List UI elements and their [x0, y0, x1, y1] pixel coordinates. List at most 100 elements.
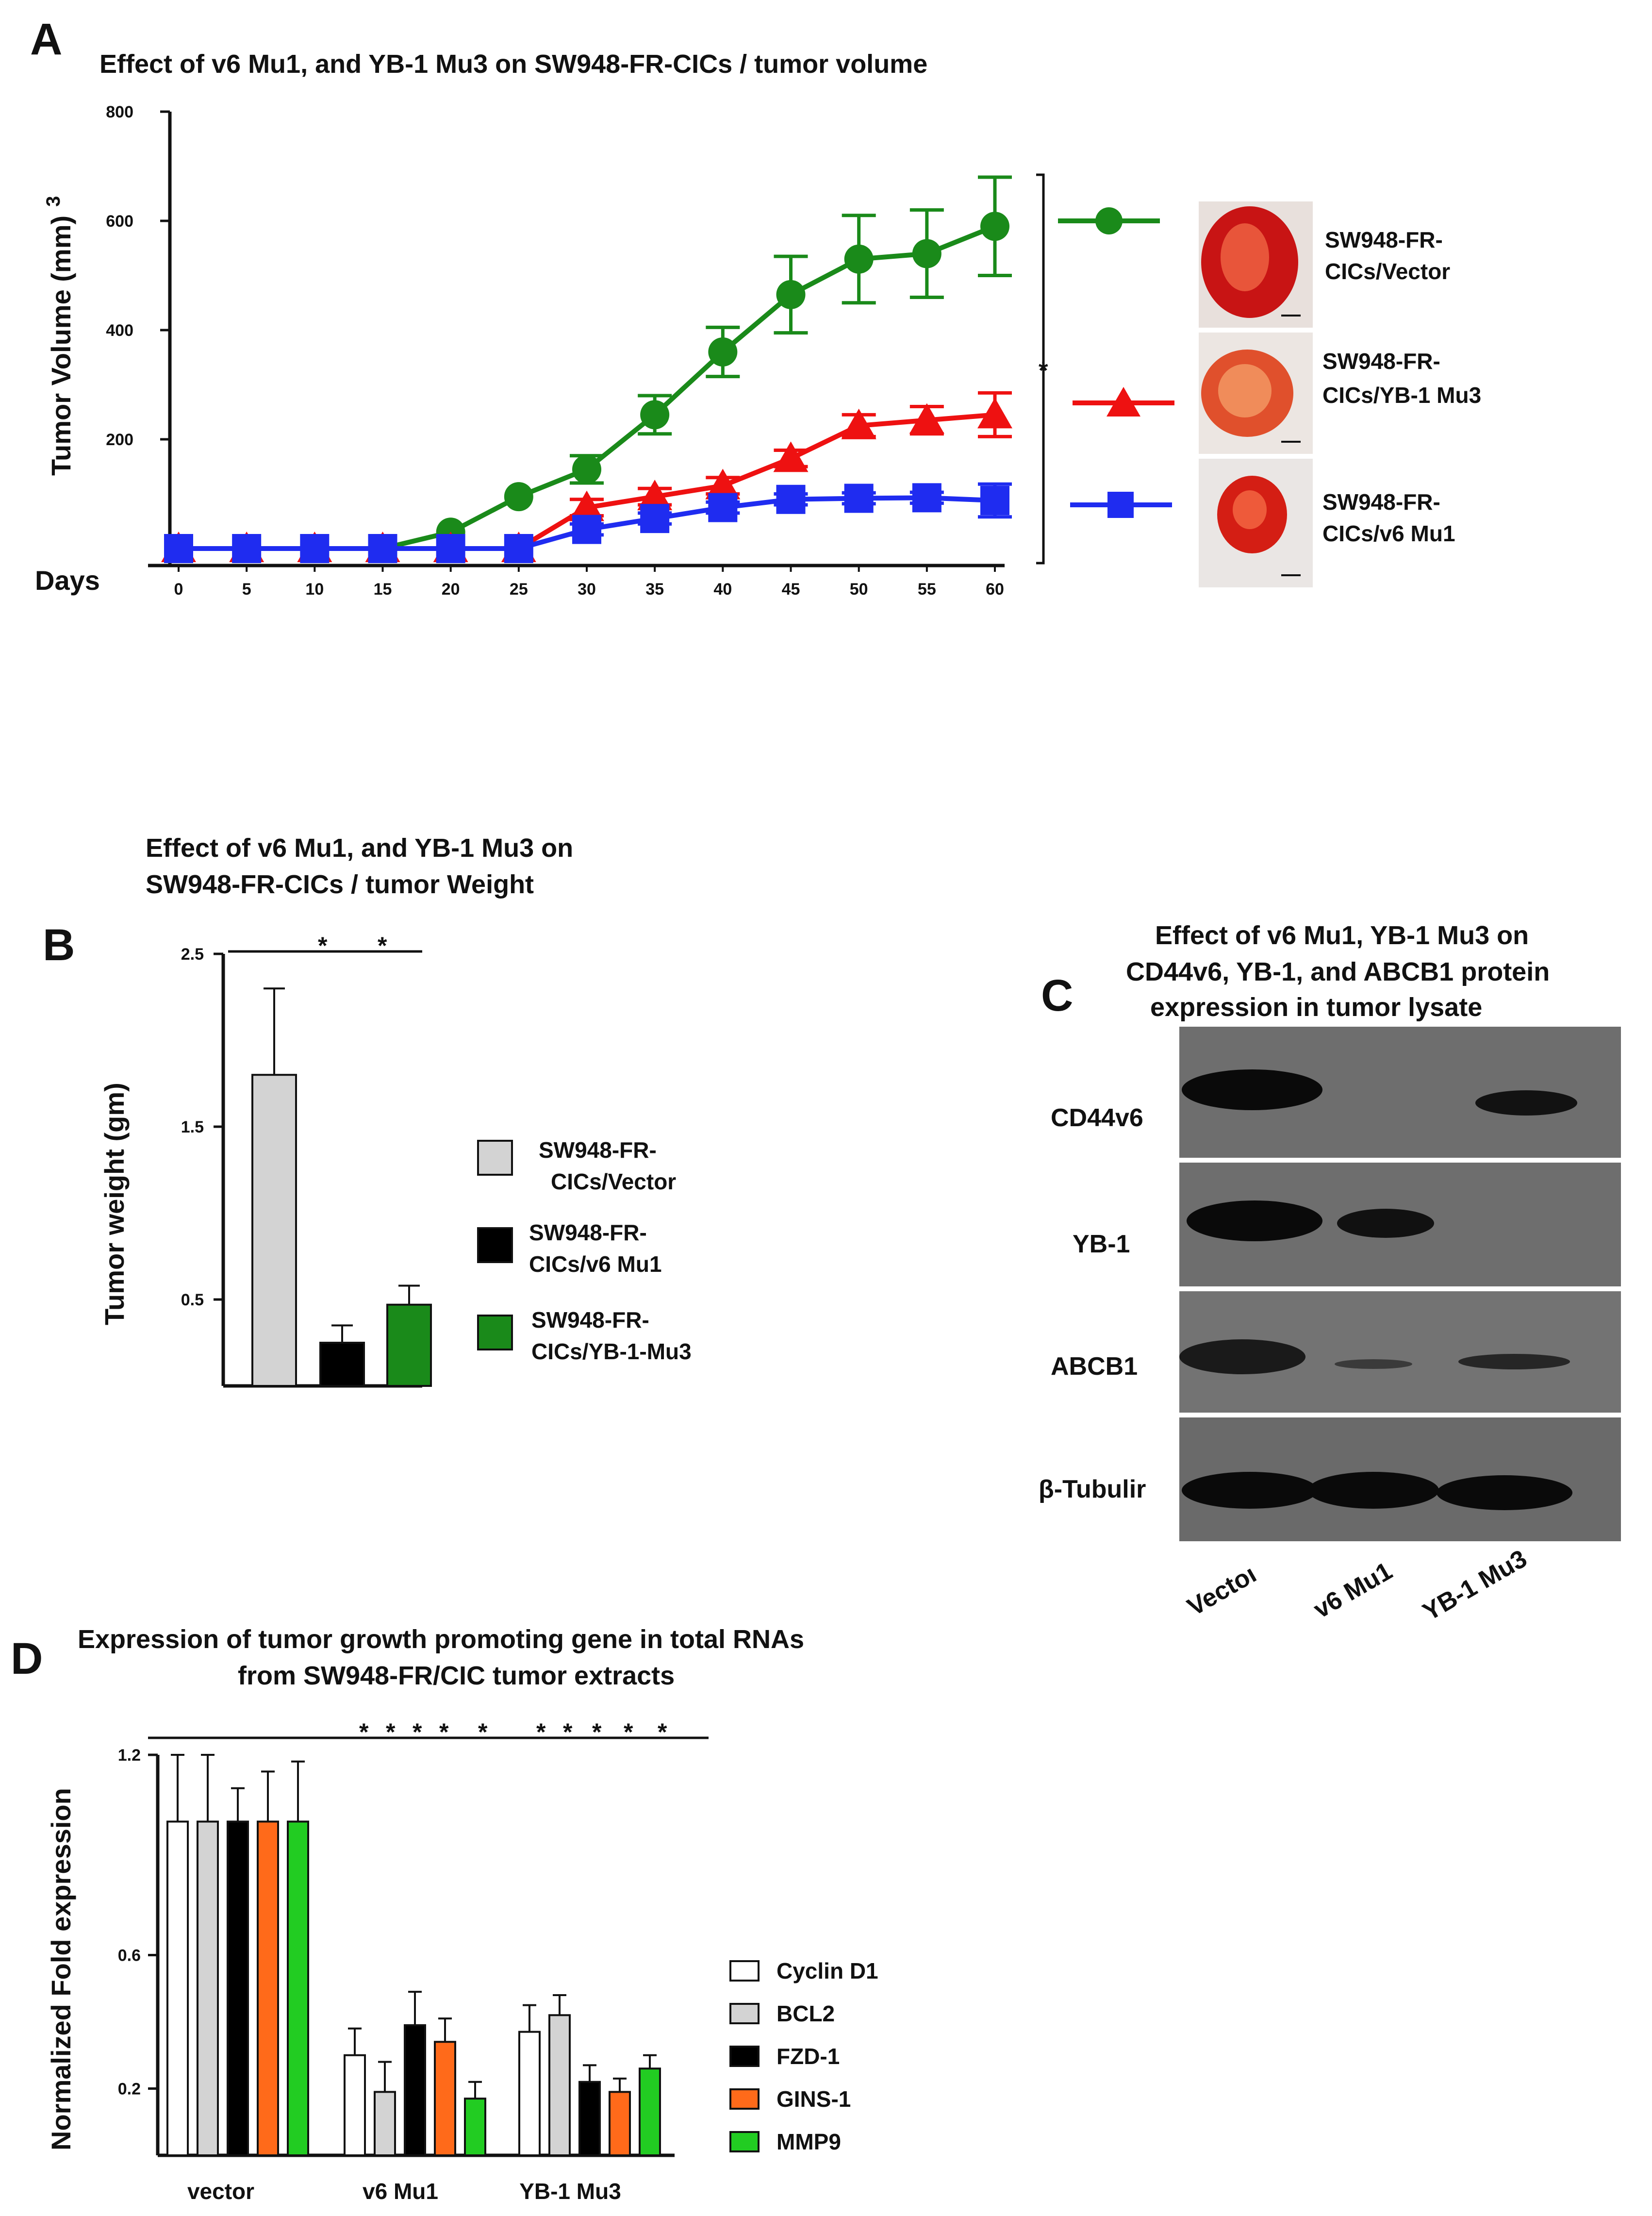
panel-d-letter: D	[11, 1634, 43, 1683]
legend-v6-marker	[1107, 492, 1134, 518]
legend-d-swatch	[729, 2131, 760, 2152]
blot-label-cd44v6: CD44v6	[1051, 1104, 1143, 1132]
panel-c-letter: C	[1041, 971, 1073, 1020]
panel-b-title-line2: SW948-FR-CICs / tumor Weight	[146, 870, 534, 899]
panel-a-xtick: 25	[510, 580, 528, 599]
bar	[609, 2091, 631, 2156]
panel-a-ytick: 800	[106, 103, 133, 121]
data-point	[300, 534, 330, 563]
blot-beta-tubulin	[1179, 1417, 1621, 1541]
panel-d-category-label: vector	[187, 2179, 254, 2204]
panel-a-xtick: 60	[986, 580, 1004, 599]
panel-d-title-line1: Expression of tumor growth promoting gen…	[78, 1625, 804, 1654]
panel-b: Effect of v6 Mu1, and YB-1 Mu3 on SW948-…	[43, 833, 692, 1388]
data-point	[912, 239, 942, 268]
data-point	[773, 441, 809, 472]
panel-c-title-line1: Effect of v6 Mu1, YB-1 Mu3 on	[1155, 921, 1529, 950]
bar	[319, 1342, 365, 1387]
bar	[464, 2098, 486, 2156]
panel-a-ticks: 0 5 10 15 20 25 30 35 40 45 50 55 60 200 400 600 800	[106, 103, 1004, 599]
panel-d-star: *	[592, 1718, 602, 1746]
legend-vector-marker	[1095, 207, 1123, 234]
data-point	[164, 534, 193, 563]
panel-d-categories: vector v6 Mu1 YB-1 Mu3	[187, 2179, 621, 2204]
panel-a-title: Effect of v6 Mu1, and YB-1 Mu3 on SW948-…	[99, 50, 927, 79]
data-point	[504, 534, 533, 563]
panel-a-series	[161, 175, 1012, 563]
legend-d-swatch	[729, 2003, 760, 2024]
tumor-photo-vector	[1199, 201, 1313, 328]
panel-d-ticks: 0.2 0.6 1.2	[118, 1746, 158, 2099]
bar	[257, 1820, 279, 2156]
panel-d-ytick: 0.6	[118, 1947, 141, 1965]
panel-a-xtick: 45	[782, 580, 800, 599]
bar	[166, 1820, 189, 2156]
panel-d-star: *	[359, 1718, 369, 1746]
bar	[518, 2031, 541, 2156]
data-point	[637, 480, 673, 511]
lane-label-v6: v6 Mu1	[1309, 1557, 1397, 1624]
panel-b-title-line1: Effect of v6 Mu1, and YB-1 Mu3 on	[146, 833, 573, 863]
panel-b-ytick: 0.5	[181, 1291, 204, 1309]
panel-b-bars	[251, 987, 432, 1387]
legend-b-vector-swatch	[477, 1140, 513, 1176]
panel-d-star: *	[386, 1718, 396, 1746]
blot-label-beta-tubulin: β-Tubulir	[1039, 1475, 1146, 1503]
panel-d-star: *	[413, 1718, 422, 1746]
blot-yb1	[1179, 1163, 1621, 1286]
legend-vector-line2: CICs/Vector	[1325, 259, 1450, 284]
panel-a-xtick: 55	[918, 580, 936, 599]
panel-d-category-label: YB-1 Mu3	[519, 2179, 621, 2204]
panel-c-title-line3: expression in tumor lysate	[1150, 993, 1482, 1022]
panel-a-xtick: 30	[578, 580, 596, 599]
legend-d-label: MMP9	[776, 2129, 841, 2154]
panel-d-legend: Cyclin D1 BCL2 FZD-1 GINS-1 MMP9	[729, 1958, 878, 2154]
data-point	[232, 534, 262, 563]
panel-c-title-line2: CD44v6, YB-1, and ABCB1 protein	[1126, 957, 1550, 986]
panel-a-xlabel: Days	[35, 565, 100, 596]
panel-d-ylabel: Normalized Fold expression	[46, 1788, 76, 2150]
data-point	[980, 212, 1009, 241]
data-point	[504, 482, 533, 512]
panel-b-ylabel: Tumor weight (gm)	[99, 1083, 130, 1325]
bar	[434, 2041, 456, 2156]
panel-d-star: *	[536, 1718, 546, 1746]
panel-a-xtick: 0	[174, 580, 183, 599]
bar	[197, 1820, 219, 2156]
data-point	[640, 400, 670, 430]
tumor-photo-v6	[1199, 459, 1313, 587]
legend-b-v6-line2: CICs/v6 Mu1	[529, 1251, 662, 1277]
legend-v6-line1: SW948-FR-	[1322, 489, 1440, 515]
legend-d-label: FZD-1	[776, 2044, 840, 2069]
bar	[287, 1820, 309, 2156]
panel-a-xtick: 15	[374, 580, 392, 599]
data-point	[572, 454, 601, 484]
panel-a-xtick: 20	[442, 580, 460, 599]
panel-d-star: *	[563, 1718, 573, 1746]
panel-b-ticks: 0.5 1.5 2.5	[181, 945, 223, 1309]
data-point	[708, 337, 738, 367]
legend-yb1-line1: SW948-FR-	[1322, 349, 1440, 374]
panel-a-ytick: 400	[106, 321, 133, 340]
panel-d: Expression of tumor growth promoting gen…	[11, 1625, 878, 2204]
legend-d-label: GINS-1	[776, 2086, 851, 2112]
data-point	[708, 493, 738, 522]
data-point	[705, 468, 741, 500]
data-point	[436, 534, 465, 563]
blot-label-yb1: YB-1	[1073, 1230, 1130, 1258]
bar	[639, 2067, 661, 2156]
panel-d-ytick: 1.2	[118, 1746, 141, 1765]
legend-d-swatch	[729, 2088, 760, 2110]
panel-d-star: *	[658, 1718, 667, 1746]
legend-b-yb1-line1: SW948-FR-	[531, 1307, 649, 1333]
panel-d-star: *	[439, 1718, 449, 1746]
bar	[251, 1074, 297, 1387]
legend-b-v6-swatch	[477, 1227, 513, 1263]
data-point	[912, 483, 942, 513]
data-point	[977, 398, 1012, 429]
bar	[227, 1820, 249, 2156]
lane-label-yb1: YB-1 Mu3	[1418, 1545, 1532, 1627]
panel-b-star-1: *	[318, 932, 328, 959]
legend-yb1-line2: CICs/YB-1 Mu3	[1322, 383, 1481, 408]
